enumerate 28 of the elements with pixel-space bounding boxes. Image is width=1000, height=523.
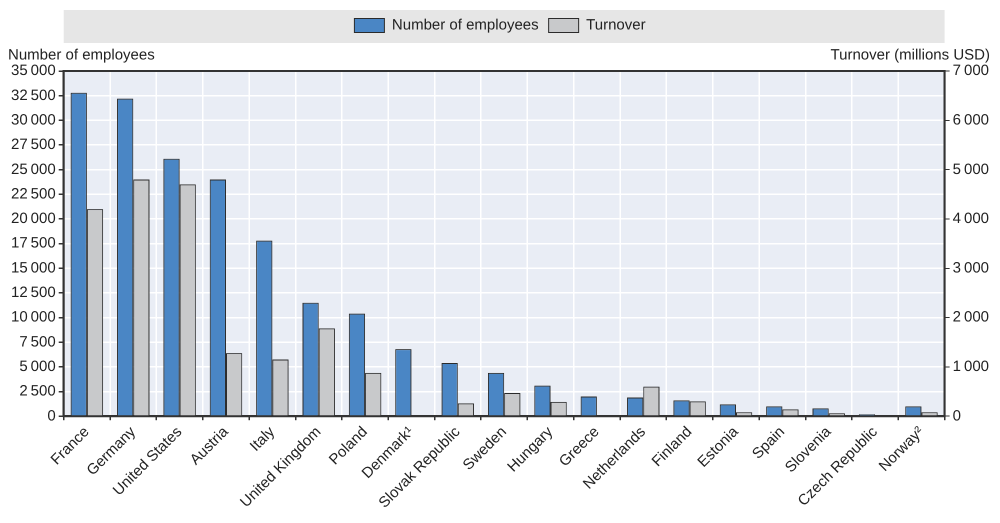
y-tick-label: 22 500 [10,185,56,202]
y-axis-title: Number of employees [8,46,155,64]
y2-tick-label: 2 000 [952,308,990,326]
y2-tick-label: 6 000 [952,111,990,128]
y-tick-label: 27 500 [10,136,56,154]
y-tick-label: 7 500 [19,333,56,350]
y-tick-label: 0 [47,407,56,424]
y-tick-label: 35 000 [10,62,56,80]
x-tick-label: Italy [246,422,278,455]
y-tick-label: 20 000 [10,210,56,228]
y-tick-label: 30 000 [10,111,56,128]
legend-label: Turnover [586,16,646,34]
y-tick-label: 25 000 [10,160,56,178]
y-tick-label: 5 000 [19,358,56,376]
y-tick-label: 15 000 [10,259,56,276]
y2-tick-label: 1 000 [952,358,990,376]
y-tick-label: 32 500 [10,86,56,104]
legend-label: Number of employees [392,16,539,34]
y2-axis-title: Turnover (millions USD) [830,46,990,64]
y-tick-label: 10 000 [10,308,56,326]
y-tick-label: 2 500 [19,382,56,400]
y-tick-label: 17 500 [10,234,56,252]
y2-tick-label: 7 000 [952,62,990,80]
y2-tick-label: 4 000 [952,210,990,228]
y2-tick-label: 0 [952,407,961,424]
y2-tick-label: 5 000 [952,160,990,178]
y-tick-label: 12 500 [10,284,56,302]
y2-tick-label: 3 000 [952,259,990,276]
